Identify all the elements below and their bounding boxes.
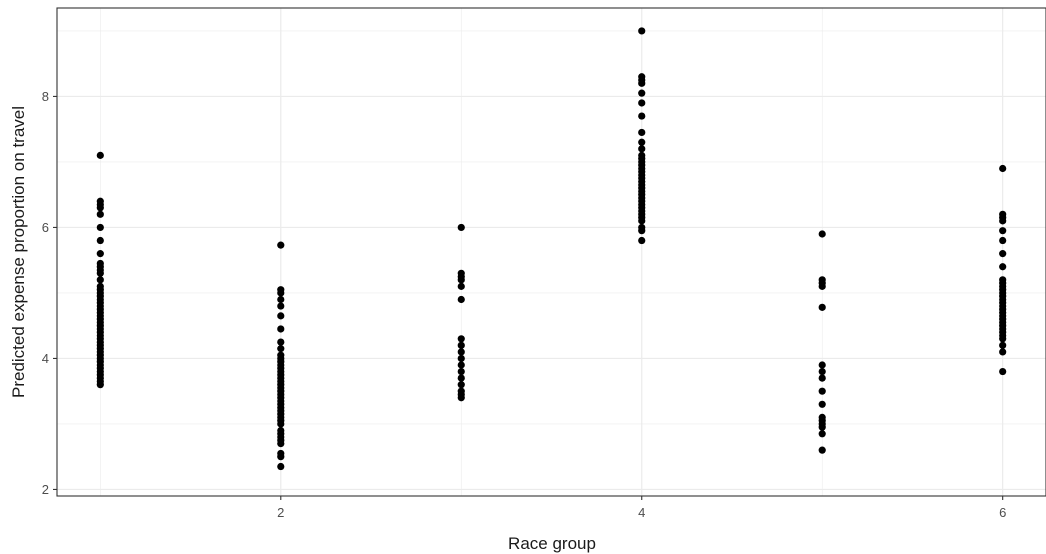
- data-point: [96, 381, 104, 389]
- data-point: [457, 394, 465, 402]
- data-point: [457, 223, 465, 232]
- x-axis-title: Race group: [508, 534, 596, 553]
- data-point: [818, 303, 826, 311]
- y-tick-label: 4: [42, 351, 49, 366]
- panel-background: [57, 8, 1046, 496]
- data-point: [638, 128, 646, 137]
- data-point: [277, 295, 285, 304]
- data-point: [638, 79, 646, 87]
- data-point: [96, 204, 104, 212]
- data-point: [277, 345, 285, 353]
- data-point: [818, 423, 826, 431]
- data-point: [638, 99, 646, 107]
- data-point: [818, 230, 826, 238]
- data-point: [457, 276, 465, 284]
- data-point: [999, 217, 1007, 225]
- data-point: [96, 276, 104, 284]
- data-point: [96, 250, 104, 258]
- panel-border: [56, 7, 1046, 497]
- axes: 2 4 6 8 2 4 6: [42, 89, 1007, 520]
- data-point: [277, 241, 285, 249]
- data-point: [277, 289, 285, 297]
- data-point: [96, 151, 104, 159]
- data-point: [96, 236, 104, 245]
- data-point: [277, 453, 285, 461]
- data-point: [638, 236, 646, 245]
- data-point: [457, 361, 465, 369]
- data-point: [638, 112, 646, 120]
- data-point: [818, 367, 826, 376]
- data-point: [999, 367, 1007, 376]
- data-point: [818, 430, 826, 438]
- data-point: [638, 217, 646, 225]
- data-point: [818, 387, 826, 395]
- data-point: [818, 400, 826, 408]
- data-point: [999, 250, 1007, 258]
- data-point: [999, 348, 1007, 356]
- data-point: [457, 282, 465, 290]
- data-point: [999, 341, 1007, 349]
- data-point: [818, 361, 826, 369]
- data-point: [277, 302, 285, 310]
- data-point: [457, 341, 465, 349]
- y-tick-label: 8: [42, 89, 49, 104]
- data-point: [818, 374, 826, 382]
- x-tick-label: 6: [999, 505, 1006, 520]
- y-tick-label: 6: [42, 220, 49, 235]
- data-point: [277, 312, 285, 320]
- data-point: [457, 354, 465, 363]
- x-tick-label: 2: [277, 505, 284, 520]
- data-point: [277, 420, 285, 428]
- data-point: [638, 89, 646, 97]
- x-tick-label: 4: [638, 505, 645, 520]
- data-point: [638, 145, 646, 153]
- data-point: [457, 335, 465, 343]
- data-point: [818, 446, 826, 454]
- data-point: [277, 325, 285, 333]
- data-point: [999, 164, 1007, 173]
- data-point: [96, 210, 104, 218]
- data-point: [96, 223, 104, 232]
- data-point: [457, 367, 465, 376]
- y-tick-label: 2: [42, 482, 49, 497]
- data-point: [457, 374, 465, 382]
- data-point: [638, 138, 646, 146]
- y-axis-title: Predicted expense proportion on travel: [9, 106, 28, 398]
- data-point: [638, 227, 646, 235]
- data-point: [457, 348, 465, 356]
- data-points: [96, 27, 1007, 471]
- data-point: [999, 236, 1007, 245]
- data-point: [999, 227, 1007, 235]
- data-point: [999, 335, 1007, 343]
- data-point: [999, 263, 1007, 271]
- data-point: [457, 295, 465, 304]
- data-point: [457, 381, 465, 389]
- data-point: [277, 338, 285, 346]
- data-point: [277, 439, 285, 448]
- data-point: [818, 282, 826, 290]
- data-point: [277, 462, 285, 471]
- data-point: [638, 27, 646, 35]
- data-point: [96, 269, 104, 277]
